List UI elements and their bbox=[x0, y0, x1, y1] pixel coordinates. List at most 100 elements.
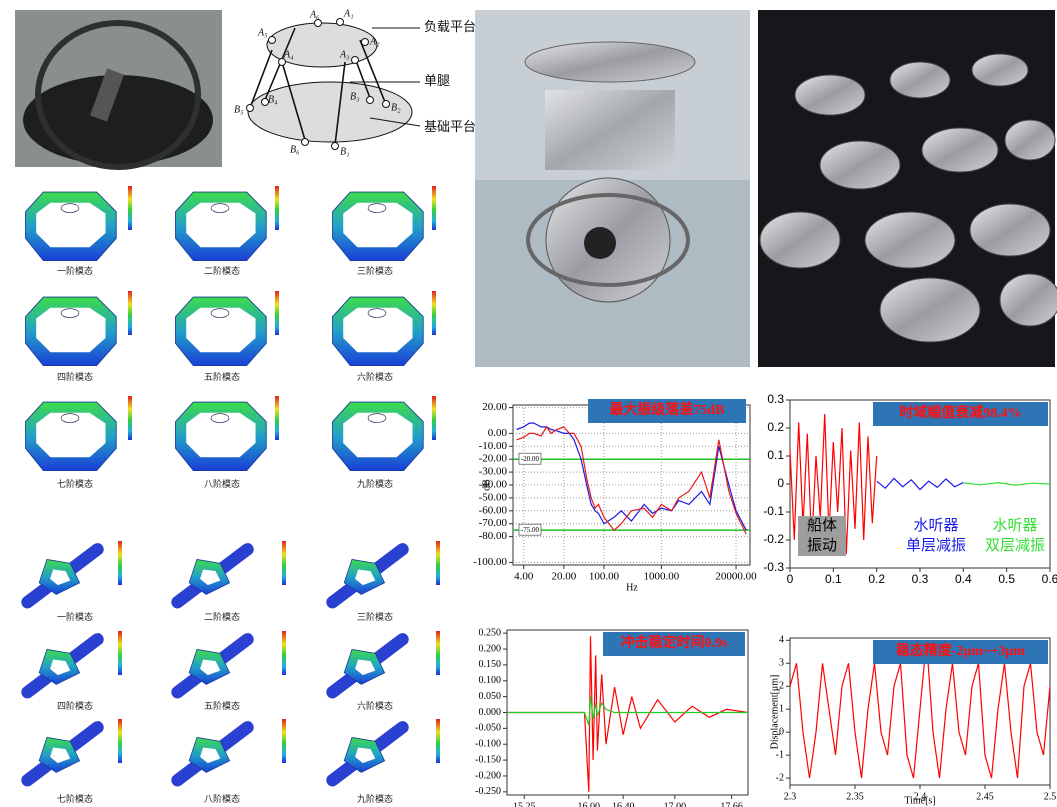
y-tick-label: -70.00 bbox=[479, 517, 508, 529]
note: 双层减振 bbox=[985, 537, 1045, 554]
note: 船体 bbox=[807, 517, 837, 534]
y-axis-label: Displacement[μm] bbox=[769, 675, 780, 750]
mode-label: 八阶模态 bbox=[204, 478, 240, 489]
joint-label: B₅ bbox=[234, 104, 244, 115]
y-tick-label: 0.200 bbox=[479, 643, 502, 654]
y-tick-label: -0.1 bbox=[763, 504, 784, 518]
x-tick-label: 0.1 bbox=[825, 572, 842, 586]
x-tick-label: 16.40 bbox=[612, 801, 635, 807]
y-tick-label: 0 bbox=[777, 476, 784, 490]
y-tick-label: -0.100 bbox=[475, 739, 501, 750]
x-tick-label: 0.6 bbox=[1042, 572, 1057, 586]
photo-mount bbox=[15, 10, 222, 167]
x-tick-label: 20000.00 bbox=[715, 571, 757, 583]
photo-parts bbox=[758, 10, 1057, 367]
y-tick-label: -20.00 bbox=[479, 453, 508, 465]
y-tick-label: 0.3 bbox=[767, 392, 784, 406]
y-tick-label: 0.050 bbox=[479, 691, 502, 702]
joint-label: B₄ bbox=[268, 94, 278, 105]
note: 水听器 bbox=[913, 517, 958, 534]
x-tick-label: 0.3 bbox=[912, 572, 929, 586]
x-tick-label: 2.45 bbox=[976, 791, 994, 802]
y-tick-label: -50.00 bbox=[479, 491, 508, 503]
y-tick-label: 0.150 bbox=[479, 659, 502, 670]
note: 单层减振 bbox=[906, 537, 966, 554]
mode-label: 二阶模态 bbox=[204, 265, 240, 276]
mode-label: 三阶模态 bbox=[357, 611, 393, 622]
diagram-label: 负载平台 bbox=[424, 19, 476, 34]
y-axis-label: dB bbox=[481, 479, 492, 491]
y-tick-label: -10.00 bbox=[479, 440, 508, 452]
chart: 20.000.00-10.00-20.00-30.00-40.00-50.00-… bbox=[473, 399, 757, 593]
joint-label: A₅ bbox=[257, 27, 268, 38]
mode-label: 五阶模态 bbox=[204, 371, 240, 382]
mode-label: 二阶模态 bbox=[204, 611, 240, 622]
joint-label: A₁ bbox=[343, 8, 354, 19]
mode-label: 六阶模态 bbox=[357, 700, 393, 711]
diagram-label: 单腿 bbox=[424, 73, 450, 88]
y-tick-label: -0.050 bbox=[475, 723, 501, 734]
reference-label: -75.00 bbox=[521, 526, 540, 534]
x-tick-label: 17.66 bbox=[720, 801, 743, 807]
joint-label: A₂ bbox=[369, 36, 380, 47]
note: 振动 bbox=[807, 537, 837, 554]
mode-label: 九阶模态 bbox=[357, 793, 393, 804]
x-tick-label: 20.00 bbox=[551, 571, 576, 583]
x-axis-label: Time[s] bbox=[904, 795, 935, 806]
y-tick-label: -0.200 bbox=[475, 770, 501, 781]
joint-label: A₆ bbox=[309, 9, 320, 20]
mode-label: 一阶模态 bbox=[57, 265, 93, 276]
x-tick-label: 15.25 bbox=[513, 801, 536, 807]
mode-label: 九阶模态 bbox=[357, 478, 393, 489]
annotation: 最大振级落差75dB bbox=[609, 401, 724, 418]
y-tick-label: 3 bbox=[779, 658, 784, 669]
figure: A₆ A₁ A₅ A₂ A₄ A₃ B₅ B₄ B₃ B₂ B₆ B₁ 负载平台… bbox=[0, 0, 1057, 807]
mode-label: 六阶模态 bbox=[357, 371, 393, 382]
diagram-label: 基础平台 bbox=[424, 119, 476, 134]
y-tick-label: -30.00 bbox=[479, 466, 508, 478]
joint-label: A₄ bbox=[283, 49, 294, 60]
note: 水听器 bbox=[992, 517, 1037, 534]
y-tick-label: -0.2 bbox=[763, 532, 784, 546]
x-tick-label: 100.00 bbox=[589, 571, 620, 583]
y-tick-label: -100.00 bbox=[473, 556, 507, 568]
x-tick-label: 0.5 bbox=[998, 572, 1015, 586]
y-tick-label: -0.250 bbox=[475, 786, 501, 797]
x-tick-label: 16.00 bbox=[578, 801, 601, 807]
x-tick-label: 4.00 bbox=[514, 571, 534, 583]
y-tick-label: 20.00 bbox=[482, 401, 507, 413]
annotation: 冲击稳定时间0.9s bbox=[621, 634, 728, 651]
mode-label: 七阶模态 bbox=[57, 793, 93, 804]
mode-label: 四阶模态 bbox=[57, 700, 93, 711]
mode-label: 八阶模态 bbox=[204, 793, 240, 804]
y-tick-label: 4 bbox=[779, 635, 784, 646]
photo-device bbox=[475, 10, 750, 367]
joint-label: B₁ bbox=[340, 146, 350, 157]
annotation: 稳态精度-2μm~+3μm bbox=[896, 642, 1025, 659]
chart: 0.2500.2000.1500.1000.0500.000-0.050-0.1… bbox=[475, 627, 748, 807]
y-tick-label: 0.000 bbox=[479, 707, 502, 718]
y-tick-label: -60.00 bbox=[479, 504, 508, 516]
ring-mode-shapes bbox=[26, 186, 436, 471]
mode-label: 七阶模态 bbox=[57, 478, 93, 489]
joint-label: A₃ bbox=[339, 49, 350, 60]
x-tick-label: 2.5 bbox=[1044, 791, 1057, 802]
x-tick-label: 17.00 bbox=[664, 801, 687, 807]
y-tick-label: -0.150 bbox=[475, 754, 501, 765]
y-tick-label: 0.00 bbox=[488, 427, 508, 439]
y-tick-label: 0.2 bbox=[767, 420, 784, 434]
joint-label: B₃ bbox=[350, 91, 360, 102]
y-tick-label: 0.250 bbox=[479, 627, 502, 638]
shaft-mode-shapes bbox=[28, 541, 441, 780]
y-tick-label: -0.3 bbox=[763, 560, 784, 574]
x-axis-label: Hz bbox=[626, 582, 638, 593]
y-tick-label: -2 bbox=[776, 772, 784, 783]
mode-label: 五阶模态 bbox=[204, 700, 240, 711]
x-tick-label: 0.2 bbox=[868, 572, 885, 586]
x-tick-label: 2.35 bbox=[846, 791, 864, 802]
reference-label: -20.00 bbox=[521, 455, 540, 463]
x-tick-label: 1000.00 bbox=[643, 571, 679, 583]
mode-label: 三阶模态 bbox=[357, 265, 393, 276]
